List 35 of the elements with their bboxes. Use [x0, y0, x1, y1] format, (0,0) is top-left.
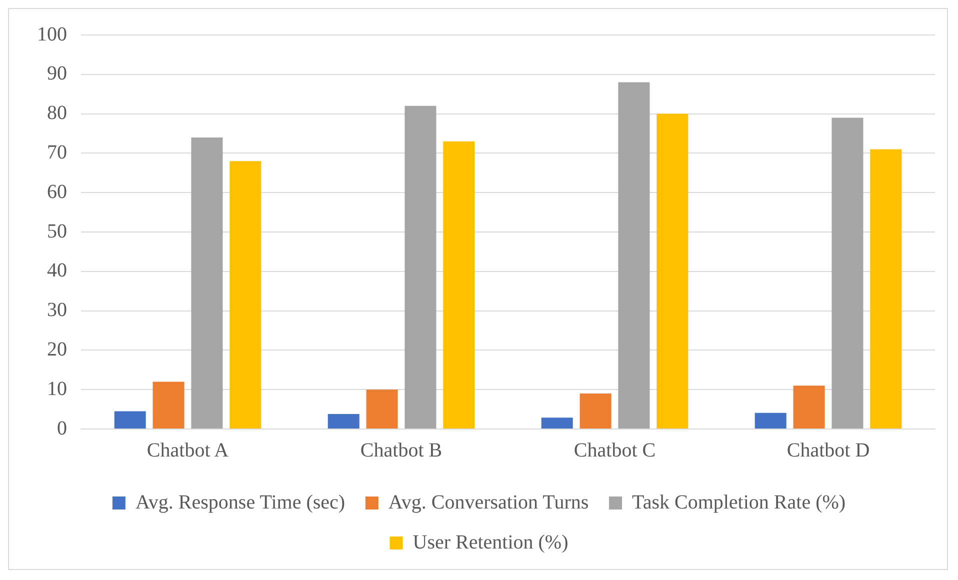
legend-label: Avg. Response Time (sec): [135, 491, 346, 514]
y-tick-label: 0: [57, 417, 67, 440]
bar: [328, 414, 360, 428]
bar: [230, 161, 262, 428]
bar: [870, 149, 902, 428]
y-tick-label: 40: [47, 260, 67, 282]
y-tick-label: 60: [47, 180, 67, 203]
bar: [114, 411, 146, 428]
bar: [366, 390, 398, 428]
x-tick-label: Chatbot D: [786, 439, 870, 462]
bar: [793, 386, 825, 428]
y-tick-label: 100: [37, 23, 67, 46]
y-tick-label: 80: [47, 102, 67, 124]
x-tick-label: Chatbot C: [574, 439, 656, 462]
bar: [191, 137, 223, 428]
legend-label: User Retention (%): [412, 531, 568, 554]
y-tick-label: 10: [47, 378, 67, 400]
bar: [404, 106, 436, 428]
bar: [754, 412, 786, 428]
y-tick-label: 90: [47, 62, 67, 85]
y-tick-label: 70: [47, 141, 67, 164]
bar: [443, 141, 475, 428]
bar: [618, 82, 650, 428]
bar: [541, 418, 573, 428]
bar: [580, 394, 612, 428]
bar: [832, 118, 864, 428]
y-tick-label: 30: [47, 299, 67, 322]
x-tick-label: Chatbot A: [146, 439, 230, 462]
y-tick-label: 50: [47, 220, 67, 242]
bar: [656, 114, 688, 428]
x-tick-label: Chatbot B: [360, 439, 442, 462]
y-tick-label: 20: [47, 338, 67, 360]
legend-label: Task Completion Rate (%): [632, 491, 846, 514]
bar: [152, 382, 184, 428]
legend-label: Avg. Conversation Turns: [388, 491, 589, 514]
